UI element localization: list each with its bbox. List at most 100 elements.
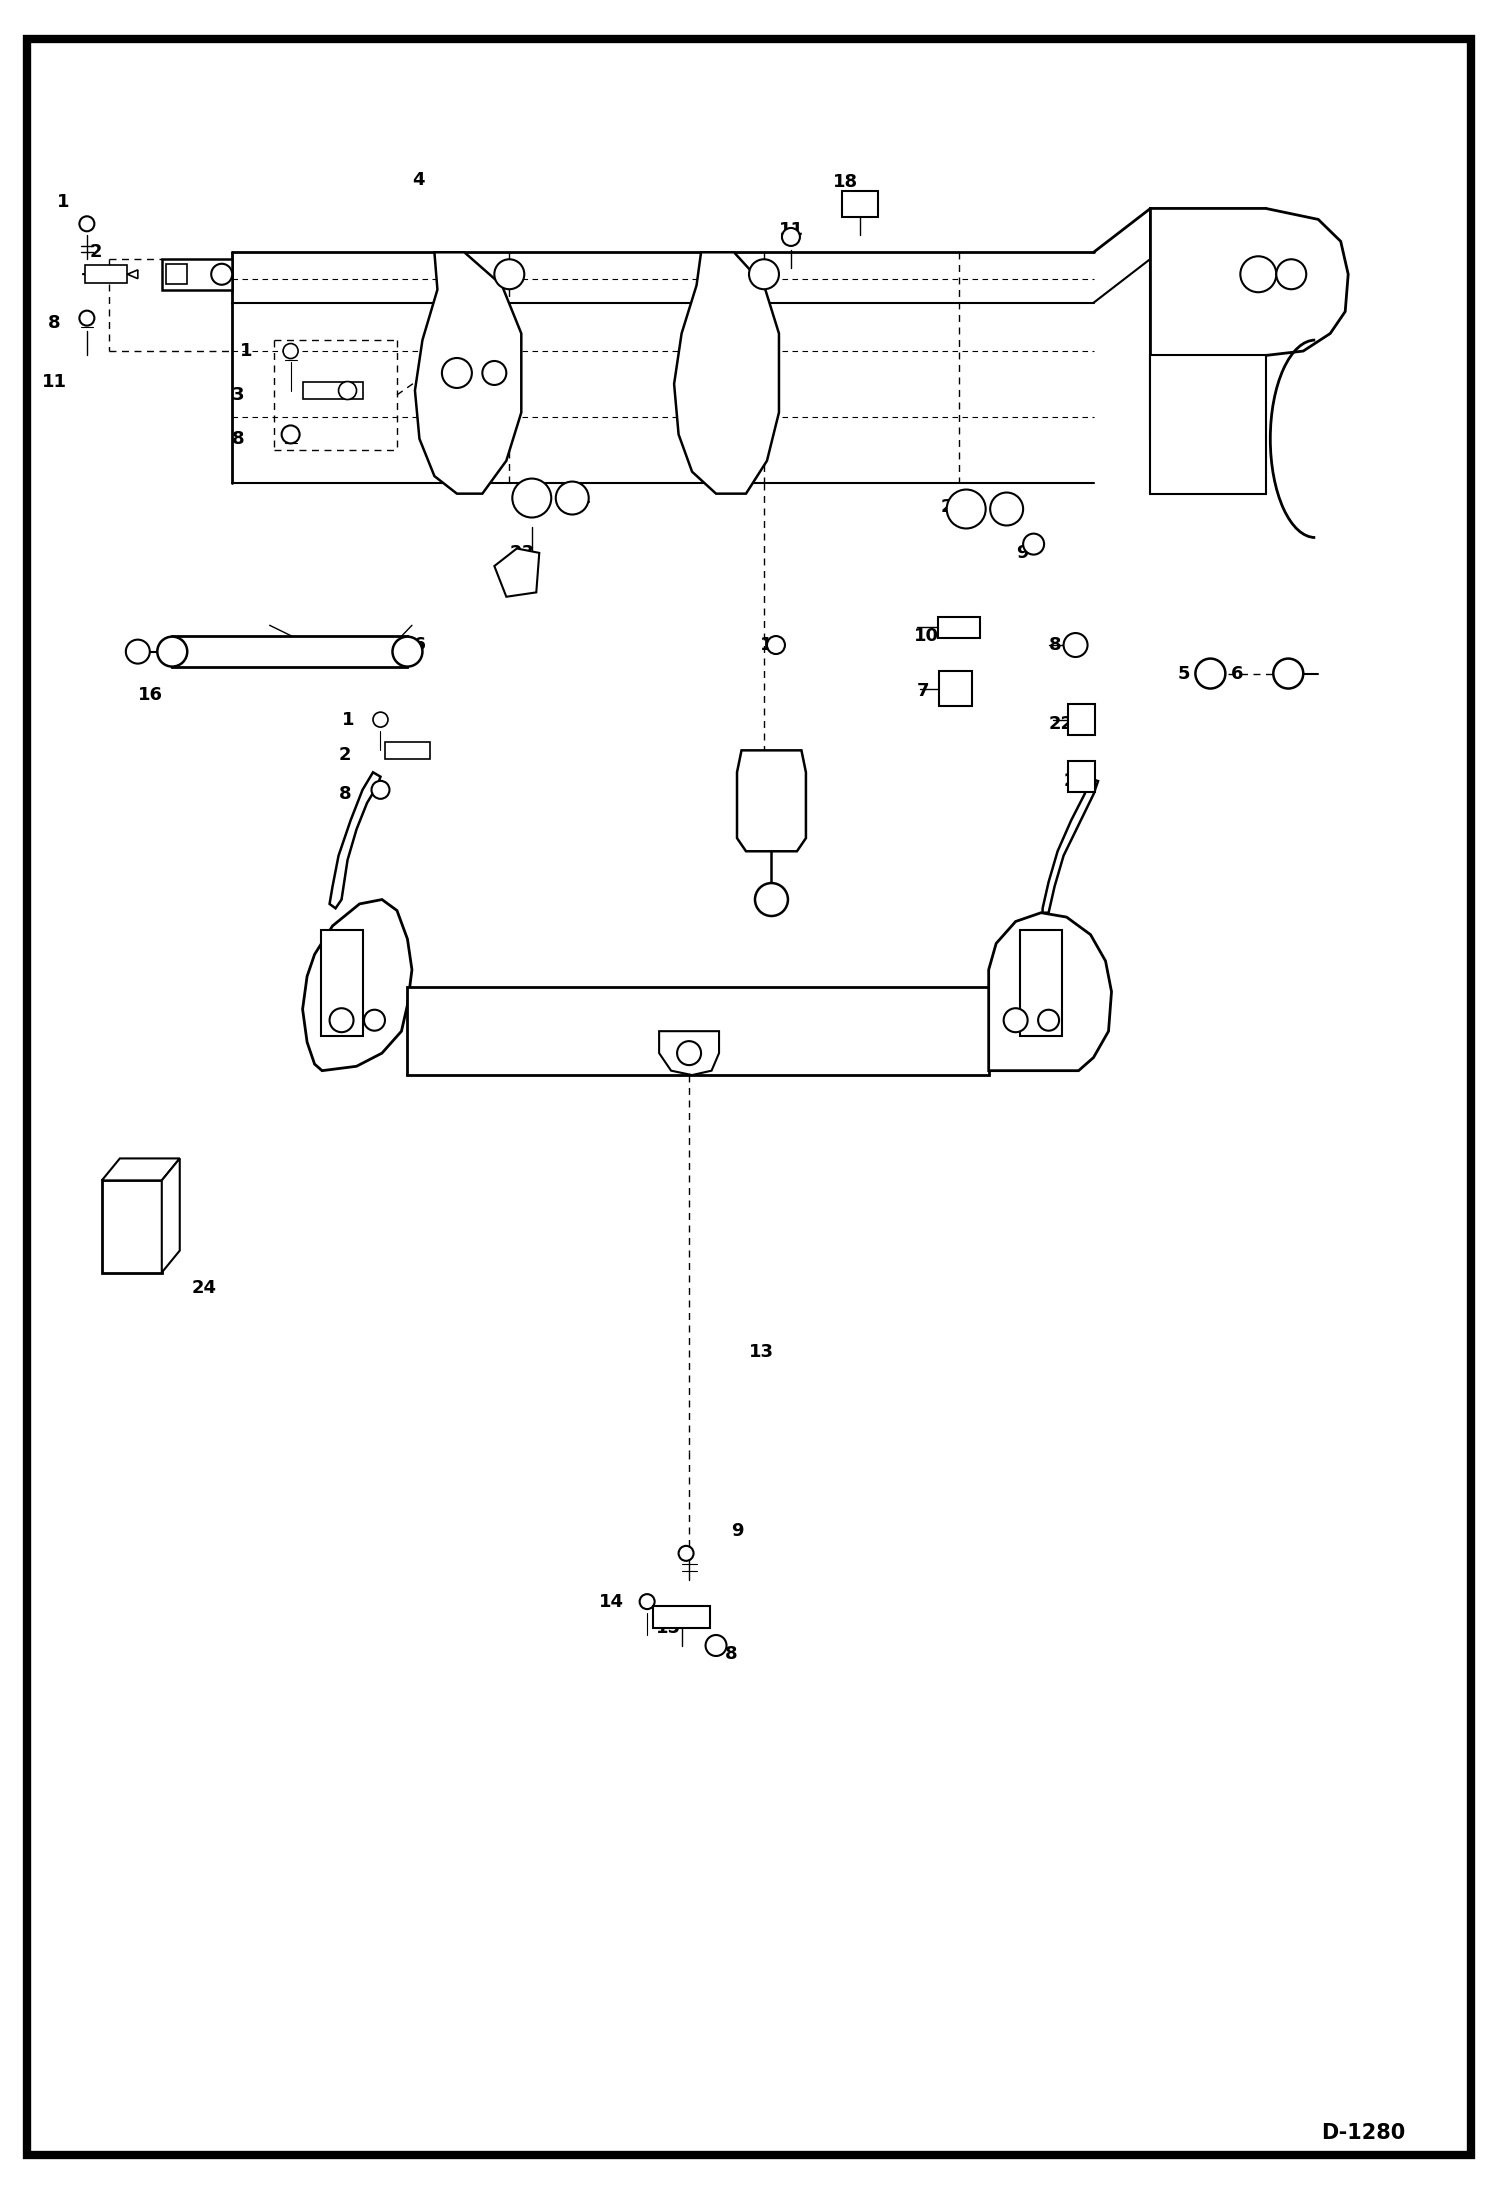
Circle shape bbox=[282, 426, 300, 443]
Circle shape bbox=[1276, 259, 1306, 290]
Circle shape bbox=[1064, 634, 1088, 656]
Text: 16: 16 bbox=[401, 636, 427, 654]
Polygon shape bbox=[415, 252, 521, 494]
Text: 18: 18 bbox=[833, 173, 858, 191]
Circle shape bbox=[947, 489, 986, 529]
Text: 20: 20 bbox=[512, 489, 538, 507]
Circle shape bbox=[677, 1042, 701, 1064]
Text: 7: 7 bbox=[917, 682, 929, 700]
Circle shape bbox=[556, 480, 589, 516]
Text: 20: 20 bbox=[941, 498, 966, 516]
Circle shape bbox=[364, 1009, 385, 1031]
Circle shape bbox=[482, 362, 506, 384]
Circle shape bbox=[1004, 1009, 1028, 1031]
Text: 1: 1 bbox=[57, 193, 69, 211]
Text: 1: 1 bbox=[240, 342, 252, 360]
Circle shape bbox=[990, 491, 1023, 527]
Circle shape bbox=[640, 1595, 655, 1608]
Polygon shape bbox=[674, 252, 779, 494]
Bar bbox=[85, 265, 127, 283]
Text: 17: 17 bbox=[243, 636, 268, 654]
Circle shape bbox=[339, 382, 357, 399]
Polygon shape bbox=[82, 270, 138, 279]
Text: 16: 16 bbox=[138, 687, 163, 704]
Text: 14: 14 bbox=[599, 1593, 625, 1610]
Text: 15: 15 bbox=[656, 1619, 682, 1637]
Text: 9: 9 bbox=[731, 1523, 743, 1540]
Polygon shape bbox=[330, 772, 380, 908]
Circle shape bbox=[157, 636, 187, 667]
Polygon shape bbox=[1043, 779, 1098, 913]
Circle shape bbox=[79, 312, 94, 325]
Circle shape bbox=[749, 259, 779, 290]
Text: 8: 8 bbox=[1049, 636, 1061, 654]
Circle shape bbox=[767, 636, 785, 654]
Text: 13: 13 bbox=[749, 1343, 774, 1360]
Polygon shape bbox=[172, 636, 407, 667]
Bar bbox=[1068, 704, 1095, 735]
Bar bbox=[303, 382, 363, 399]
Bar bbox=[938, 617, 980, 638]
Circle shape bbox=[1240, 257, 1276, 292]
Bar bbox=[653, 1606, 710, 1628]
Circle shape bbox=[1038, 1009, 1059, 1031]
Circle shape bbox=[372, 781, 389, 799]
Text: 10: 10 bbox=[914, 627, 939, 645]
Polygon shape bbox=[1150, 355, 1266, 494]
Circle shape bbox=[782, 228, 800, 246]
Circle shape bbox=[1023, 533, 1044, 555]
Text: 24: 24 bbox=[192, 1279, 217, 1297]
Text: 2: 2 bbox=[339, 746, 351, 764]
Text: 8: 8 bbox=[725, 1646, 737, 1663]
Circle shape bbox=[755, 882, 788, 917]
Bar bbox=[939, 671, 972, 706]
Circle shape bbox=[330, 1009, 354, 1031]
Circle shape bbox=[679, 1547, 694, 1560]
Circle shape bbox=[392, 636, 422, 667]
Text: 9: 9 bbox=[1016, 544, 1028, 562]
Polygon shape bbox=[659, 1031, 719, 1075]
Text: 8: 8 bbox=[48, 314, 60, 331]
Bar bbox=[842, 191, 878, 217]
Circle shape bbox=[706, 1635, 727, 1656]
Text: 5: 5 bbox=[1177, 665, 1189, 682]
Bar bbox=[385, 742, 430, 759]
Text: 1: 1 bbox=[342, 711, 354, 728]
Text: 8: 8 bbox=[339, 785, 351, 803]
Polygon shape bbox=[303, 900, 412, 1071]
Bar bbox=[1068, 761, 1095, 792]
Circle shape bbox=[373, 713, 388, 726]
Text: 11: 11 bbox=[779, 222, 804, 239]
Text: 4: 4 bbox=[412, 171, 424, 189]
Circle shape bbox=[1195, 658, 1225, 689]
Bar bbox=[321, 930, 363, 1036]
Polygon shape bbox=[1150, 208, 1348, 355]
Circle shape bbox=[512, 478, 551, 518]
Bar bbox=[166, 265, 187, 283]
Polygon shape bbox=[989, 913, 1112, 1071]
Text: 2: 2 bbox=[90, 244, 102, 261]
Text: 11: 11 bbox=[759, 636, 785, 654]
Circle shape bbox=[126, 641, 150, 663]
Text: 6: 6 bbox=[1231, 665, 1243, 682]
Polygon shape bbox=[494, 548, 539, 597]
Text: 21: 21 bbox=[566, 489, 592, 507]
Circle shape bbox=[79, 217, 94, 230]
Text: D-1280: D-1280 bbox=[1321, 2122, 1405, 2144]
Text: 3: 3 bbox=[232, 386, 244, 404]
Bar bbox=[1020, 930, 1062, 1036]
Circle shape bbox=[1273, 658, 1303, 689]
Circle shape bbox=[442, 358, 472, 388]
Text: 11: 11 bbox=[42, 373, 67, 391]
Text: 12: 12 bbox=[737, 779, 762, 796]
Polygon shape bbox=[407, 987, 989, 1075]
Polygon shape bbox=[102, 1158, 180, 1180]
Polygon shape bbox=[102, 1180, 162, 1273]
Circle shape bbox=[211, 263, 232, 285]
Polygon shape bbox=[162, 1158, 180, 1273]
Polygon shape bbox=[737, 750, 806, 851]
Text: 22: 22 bbox=[1049, 715, 1074, 733]
Polygon shape bbox=[162, 259, 232, 290]
Circle shape bbox=[494, 259, 524, 290]
Circle shape bbox=[283, 344, 298, 358]
